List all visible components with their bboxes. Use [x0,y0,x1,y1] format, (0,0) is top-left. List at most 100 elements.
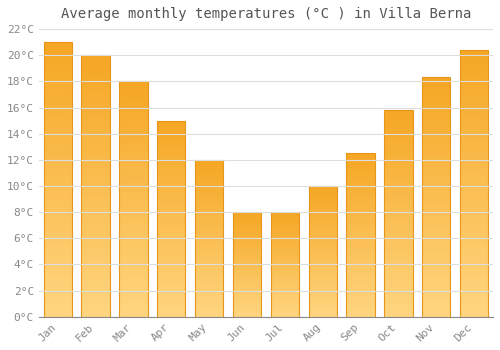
Bar [270,286,299,287]
Bar [44,215,72,218]
Bar [82,86,110,89]
Bar [44,262,72,265]
Bar [195,315,224,317]
Bar [422,264,450,267]
Bar [119,202,148,204]
Bar [270,272,299,273]
Bar [384,170,412,172]
Bar [460,181,488,183]
Bar [119,161,148,164]
Bar [195,285,224,287]
Bar [308,189,337,190]
Bar [270,264,299,265]
Bar [460,210,488,213]
Bar [157,236,186,238]
Bar [422,204,450,207]
Bar [119,180,148,183]
Bar [82,231,110,233]
Bar [44,86,72,89]
Bar [422,102,450,104]
Bar [460,199,488,202]
Bar [384,253,412,255]
Bar [460,250,488,253]
Bar [384,302,412,304]
Bar [195,183,224,185]
Bar [233,301,261,302]
Bar [270,294,299,295]
Bar [384,310,412,313]
Bar [308,190,337,191]
Bar [82,113,110,116]
Bar [233,258,261,259]
Bar [460,266,488,269]
Bar [460,272,488,274]
Bar [308,193,337,194]
Bar [270,257,299,258]
Bar [82,168,110,170]
Bar [157,278,186,280]
Bar [384,118,412,120]
Bar [119,234,148,237]
Bar [308,211,337,212]
Bar [308,203,337,204]
Bar [195,257,224,259]
Bar [157,203,186,205]
Bar [82,314,110,317]
Bar [460,90,488,93]
Bar [460,298,488,301]
Bar [308,236,337,237]
Bar [460,309,488,312]
Bar [233,255,261,256]
Bar [195,173,224,174]
Bar [44,61,72,64]
Bar [157,134,186,136]
Bar [270,266,299,267]
Bar [44,226,72,229]
Bar [384,184,412,187]
Bar [460,50,488,52]
Bar [82,254,110,257]
Bar [82,257,110,259]
Bar [308,229,337,231]
Bar [195,246,224,248]
Bar [119,100,148,103]
Bar [460,186,488,189]
Bar [157,121,186,317]
Bar [119,199,148,202]
Bar [44,64,72,67]
Bar [157,148,186,150]
Bar [119,246,148,248]
Bar [44,108,72,111]
Bar [308,312,337,313]
Bar [460,93,488,95]
Bar [233,304,261,305]
Bar [346,209,375,211]
Bar [157,315,186,317]
Bar [384,125,412,127]
Bar [195,161,224,163]
Bar [44,311,72,314]
Bar [233,213,261,214]
Bar [233,222,261,223]
Bar [44,188,72,190]
Bar [308,276,337,278]
Bar [384,156,412,158]
Bar [119,140,148,142]
Bar [346,263,375,265]
Bar [384,290,412,292]
Bar [384,259,412,261]
Bar [82,128,110,131]
Bar [422,269,450,271]
Bar [346,189,375,191]
Bar [233,257,261,258]
Bar [233,266,261,267]
Bar [422,188,450,190]
Bar [44,287,72,289]
Bar [270,299,299,300]
Bar [44,300,72,303]
Bar [346,307,375,309]
Bar [157,160,186,162]
Bar [82,152,110,155]
Bar [346,246,375,248]
Bar [346,153,375,155]
